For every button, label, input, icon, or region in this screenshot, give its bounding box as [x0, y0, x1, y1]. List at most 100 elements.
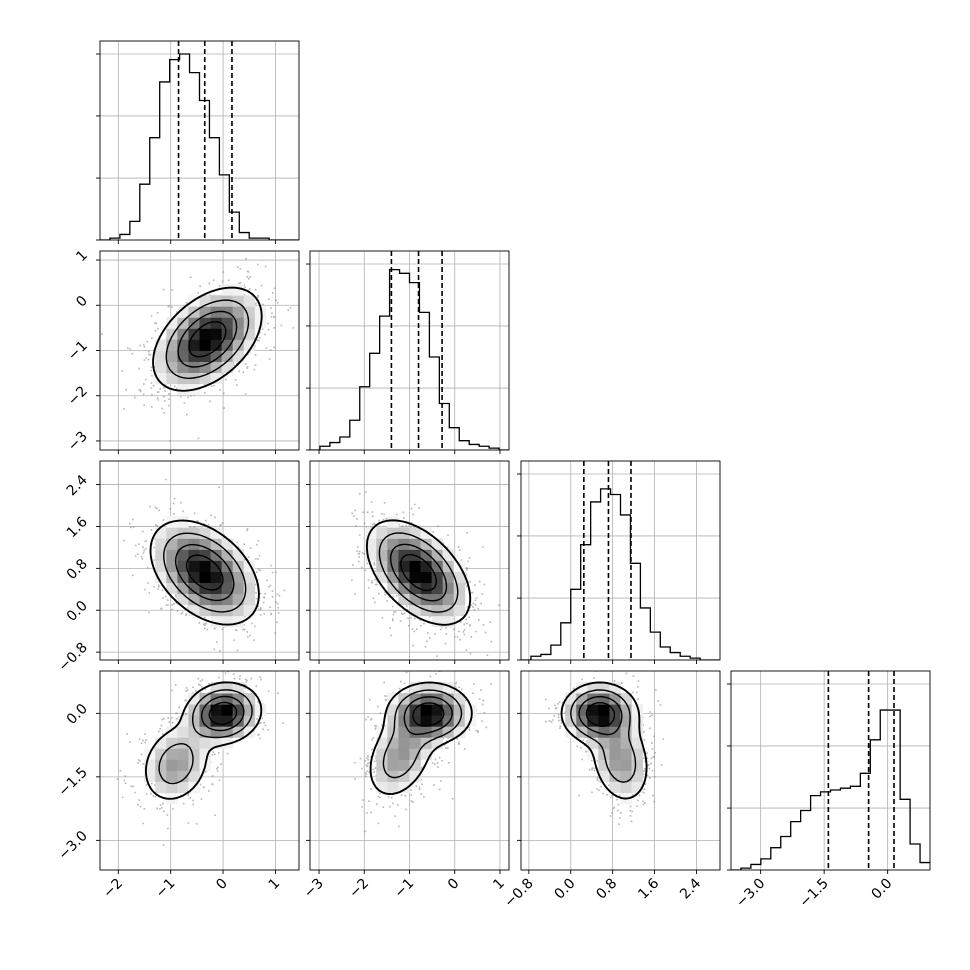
density-cell: [221, 604, 234, 617]
density-cell: [232, 317, 245, 329]
density-cell: [210, 682, 223, 694]
density-cell: [431, 715, 444, 727]
density-cell: [431, 615, 444, 628]
density-cell: [453, 604, 466, 617]
y-tick-label: −0.8: [55, 640, 90, 675]
density-cell: [177, 538, 189, 550]
density-cell: [166, 582, 178, 595]
x-tick-label: 0: [213, 876, 231, 894]
density-cell: [365, 527, 377, 539]
density-cell: [453, 582, 466, 595]
density-cell: [631, 704, 644, 716]
density-cell: [188, 571, 200, 584]
density-cell: [199, 527, 211, 539]
density-cell: [155, 759, 167, 771]
axes-frame: [520, 670, 721, 871]
density-cell: [576, 715, 588, 727]
density-cell: [155, 560, 167, 572]
density-cell: [177, 560, 189, 572]
density-cell: [188, 726, 200, 738]
density-cell: [155, 361, 167, 374]
density-cell: [232, 571, 245, 584]
density-cell: [587, 726, 599, 738]
density-cell: [376, 571, 388, 584]
density-cell: [420, 726, 433, 738]
density-cell: [166, 527, 178, 539]
contour-level-0: [152, 286, 263, 392]
density-cell: [144, 770, 156, 782]
density-cell: [221, 339, 234, 351]
density-cell: [188, 737, 200, 749]
density-cell: [398, 593, 410, 606]
density-cell: [576, 704, 588, 716]
density-cell: [188, 770, 200, 782]
density-cell: [166, 770, 178, 782]
contour-level-1: [165, 299, 250, 379]
density-cell: [587, 737, 599, 749]
density-cell: [188, 604, 200, 617]
density-cell: [420, 715, 433, 727]
density-cell: [376, 781, 388, 794]
density-cell: [221, 737, 234, 749]
density-cell: [155, 781, 167, 794]
density-cell: [188, 759, 200, 771]
density-cell: [199, 549, 211, 561]
density-cell: [155, 571, 167, 584]
x-tick-label: 1.6: [635, 875, 662, 902]
density-cell: [598, 737, 610, 749]
density-cell: [166, 328, 178, 340]
density-cell: [431, 582, 444, 595]
density-cell: [199, 317, 211, 329]
density-cell: [177, 726, 189, 738]
density-cell: [232, 604, 245, 617]
hist-panel-1: [306, 250, 510, 454]
density-cell: [420, 560, 433, 572]
density-cell: [221, 726, 234, 738]
density-cell: [166, 538, 178, 550]
density-cell: [243, 571, 256, 584]
density-cell: [232, 593, 245, 606]
contour-level-2: [578, 695, 623, 736]
density-cell: [210, 582, 223, 595]
density-cell: [221, 549, 234, 561]
density-cell: [166, 317, 178, 329]
density-cell: [199, 372, 211, 385]
density-cell: [166, 748, 178, 760]
x-tick-label: 1: [490, 876, 508, 894]
density-cell: [177, 549, 189, 561]
density-cell: [199, 737, 211, 749]
contour-level-3: [400, 553, 437, 592]
density-cell: [188, 593, 200, 606]
density-cell: [243, 604, 256, 617]
density-cell: [376, 770, 388, 782]
contour-level-2: [201, 695, 245, 732]
x-tick-label: −2: [100, 876, 126, 902]
contour-level-0: [369, 681, 473, 796]
density-cell: [598, 770, 610, 782]
density-cell: [221, 593, 234, 606]
density-cell: [620, 781, 632, 794]
density-cell: [631, 759, 644, 771]
density-cell: [387, 582, 399, 595]
contour-level-1: [382, 689, 463, 779]
contour-level-0: [144, 681, 263, 800]
density-cell: [210, 538, 223, 550]
density-cell: [188, 339, 200, 351]
density-cell: [177, 328, 189, 340]
histogram-step: [100, 53, 299, 240]
density-cell: [620, 759, 632, 771]
density-cell: [155, 538, 167, 550]
density-cell: [453, 693, 466, 705]
density-cell: [609, 693, 621, 705]
x-tick-label: −0.8: [501, 876, 536, 911]
density-cell: [177, 582, 189, 595]
density-cell: [631, 748, 644, 760]
density-cell: [188, 527, 200, 539]
density-cell: [631, 781, 644, 794]
y-tick-label: 0.0: [64, 701, 91, 728]
density-cell: [431, 693, 444, 705]
density-cell: [431, 704, 444, 716]
scatter-panel-1-3: [306, 670, 510, 874]
x-tick-label: −3: [301, 876, 327, 902]
density-cell: [365, 538, 377, 550]
